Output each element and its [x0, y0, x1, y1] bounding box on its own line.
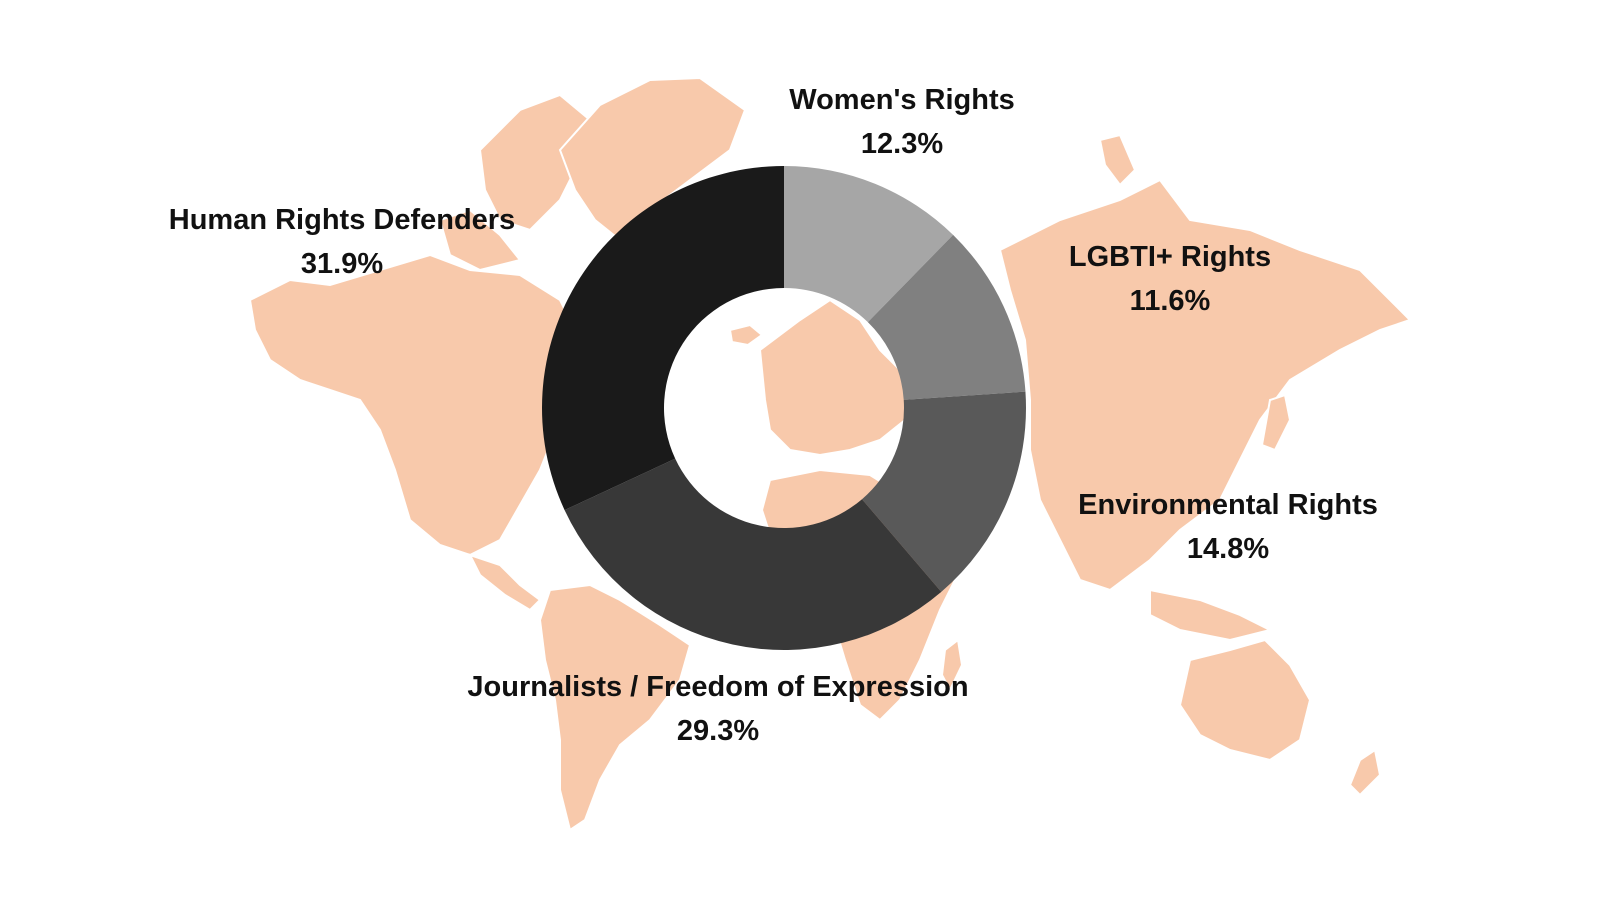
label-environmental-rights: Environmental Rights 14.8%: [1078, 483, 1378, 571]
label-percent: 29.3%: [676, 715, 760, 747]
label-name: Environmental Rights: [1078, 489, 1378, 521]
donut-segment-lgbti-rights: [867, 234, 1026, 400]
label-name: Human Rights Defenders: [168, 204, 516, 236]
arctic-islands-shape: [478, 93, 592, 232]
siberia-islands-shape: [1098, 133, 1137, 187]
label-name: Women's Rights: [789, 84, 1015, 116]
central-america-shape: [468, 553, 542, 612]
label-percent: 31.9%: [300, 248, 384, 280]
label-name: Journalists / Freedom of Expression: [467, 671, 969, 703]
donut-segment-human-rights-defenders: [542, 166, 784, 511]
new-zealand-shape: [1348, 748, 1382, 797]
label-human-rights-defenders: Human Rights Defenders 31.9%: [169, 198, 515, 286]
donut-segments: [542, 166, 1026, 650]
label-percent: 11.6%: [1129, 285, 1211, 317]
south-america-shape: [538, 583, 692, 832]
donut-segment-women-s-rights: [784, 166, 954, 323]
madagascar-shape: [940, 638, 964, 693]
japan-shape: [1260, 393, 1292, 452]
label-lgbti-rights: LGBTI+ Rights 11.6%: [1069, 235, 1271, 323]
asia-shape: [998, 178, 1412, 592]
donut-segment-environmental-rights: [861, 391, 1026, 592]
southeast-asia-shape: [1149, 588, 1273, 642]
label-percent: 14.8%: [1186, 533, 1270, 565]
arctic-islands-shape: [438, 208, 522, 272]
iceland-shape: [728, 323, 764, 347]
label-name: LGBTI+ Rights: [1068, 241, 1272, 273]
australia-shape: [1178, 638, 1312, 762]
label-womens-rights: Women's Rights 12.3%: [789, 78, 1015, 166]
europe-shape: [758, 298, 912, 457]
donut-segment-journalists-freedom-of-expression: [564, 458, 942, 650]
label-percent: 12.3%: [860, 128, 944, 160]
label-journalists-freedom-of-expression: Journalists / Freedom of Expression 29.3…: [467, 665, 968, 753]
greenland-shape: [558, 76, 747, 242]
north-america-shape: [248, 253, 582, 557]
